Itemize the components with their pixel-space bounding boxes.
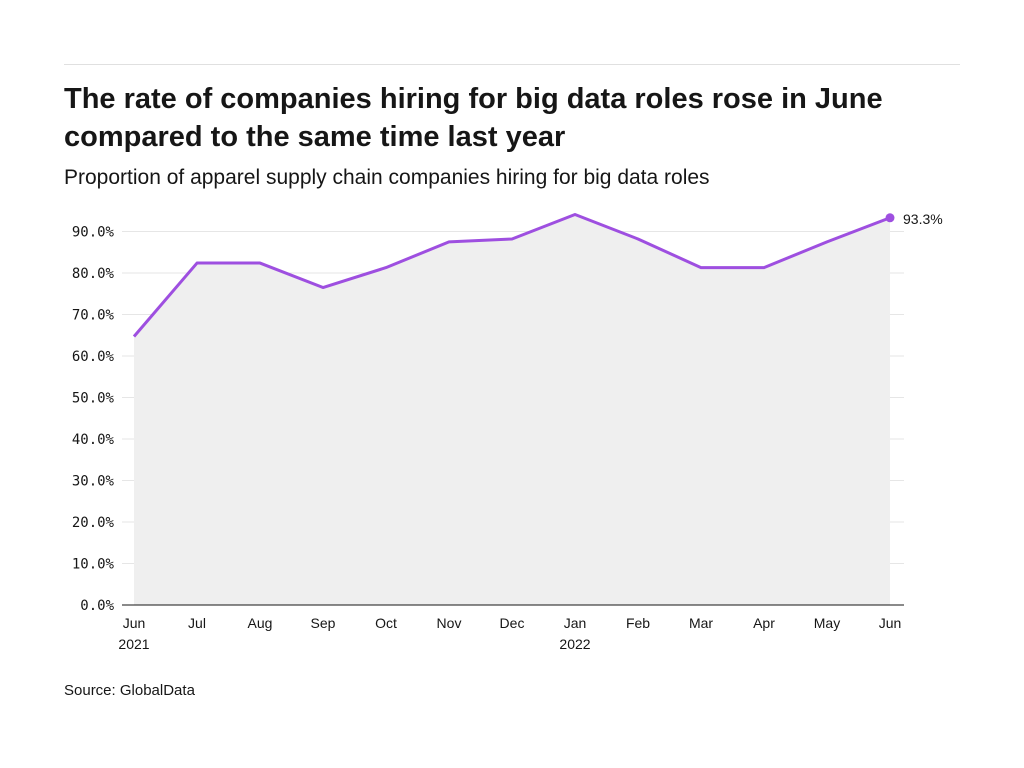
x-tick-label: Oct bbox=[375, 615, 397, 631]
chart-title: The rate of companies hiring for big dat… bbox=[64, 83, 883, 153]
area-fill bbox=[134, 214, 890, 606]
x-tick-label: Jun bbox=[879, 615, 902, 631]
data-points bbox=[885, 213, 895, 223]
x-tick-label: Nov bbox=[437, 615, 462, 631]
end-value-label: 93.3% bbox=[903, 211, 943, 227]
x-axis-ticks: Jun 2021 Jul Aug Sep Oct Nov Dec Jan 2022 Feb Mar Ap… bbox=[118, 615, 901, 652]
x-tick-year-label: 2021 bbox=[118, 636, 149, 652]
y-tick-label: 10.0% bbox=[72, 557, 115, 573]
x-tick-label: Mar bbox=[689, 615, 713, 631]
x-tick-label: Jan bbox=[564, 615, 587, 631]
x-tick-label: Sep bbox=[311, 615, 336, 631]
y-tick-label: 30.0% bbox=[72, 474, 115, 490]
x-tick-label: Dec bbox=[500, 615, 525, 631]
series-line bbox=[132, 212, 891, 338]
x-tick-label: Aug bbox=[248, 615, 273, 631]
x-tick-label: Jul bbox=[188, 615, 206, 631]
end-data-point bbox=[885, 213, 895, 223]
top-divider bbox=[64, 64, 960, 65]
x-tick-label: May bbox=[814, 615, 840, 631]
y-tick-label: 60.0% bbox=[72, 349, 115, 365]
x-tick-year-label: 2022 bbox=[559, 636, 590, 652]
y-tick-label: 20.0% bbox=[72, 515, 115, 531]
y-tick-label: 40.0% bbox=[72, 432, 115, 448]
y-tick-label: 50.0% bbox=[72, 391, 115, 407]
x-tick-label: Feb bbox=[626, 615, 650, 631]
x-tick-label: Jun bbox=[123, 615, 146, 631]
y-tick-label: 90.0% bbox=[72, 225, 115, 241]
x-tick-label: Apr bbox=[753, 615, 775, 631]
y-axis-ticks: 0.0% 10.0% 20.0% 30.0% 40.0% 50.0% 60.0% 70.0% 8… bbox=[72, 225, 115, 615]
y-tick-label: 80.0% bbox=[72, 266, 115, 282]
source-note: Source: GlobalData bbox=[64, 682, 195, 699]
y-tick-label: 70.0% bbox=[72, 308, 115, 324]
chart-subtitle: Proportion of apparel supply chain compa… bbox=[64, 166, 710, 189]
y-tick-label: 0.0% bbox=[80, 598, 114, 614]
